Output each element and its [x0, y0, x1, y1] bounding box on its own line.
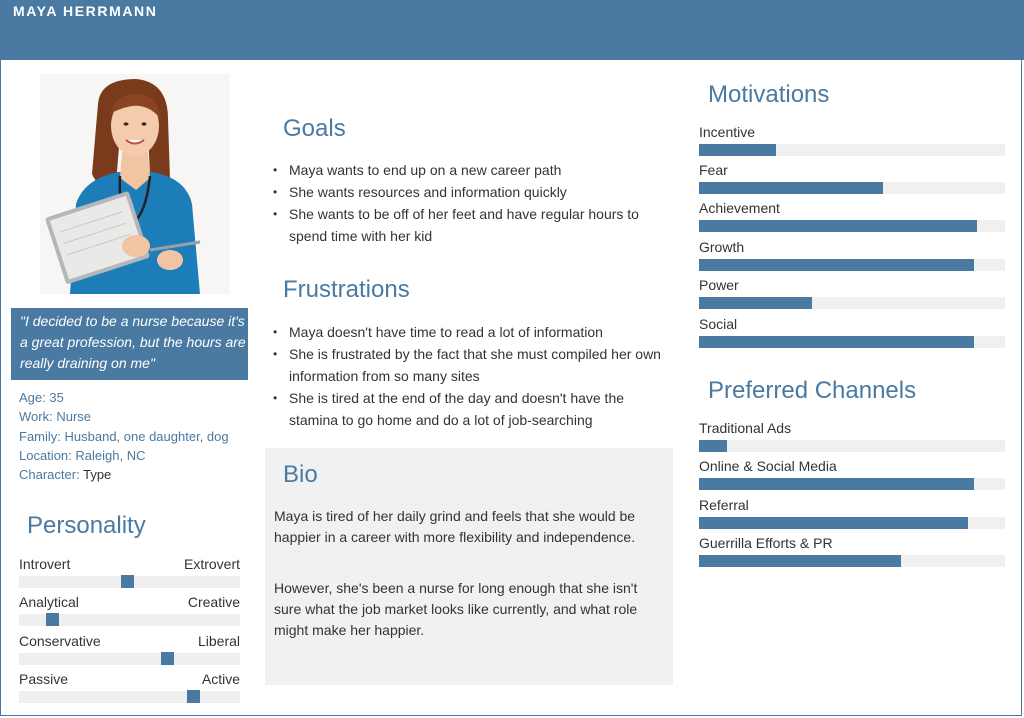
frustrations-list: Maya doesn't have time to read a lot of … [273, 321, 671, 431]
info-value: Nurse [56, 409, 92, 424]
slider-track [19, 614, 240, 626]
bar-fill [699, 336, 975, 348]
bar-track [699, 517, 1005, 529]
goal-item: Maya wants to end up on a new career pat… [273, 159, 673, 181]
bar-label: Traditional Ads [699, 420, 792, 436]
slider-knob [187, 690, 200, 703]
persona-photo [40, 74, 230, 294]
slider-track [19, 653, 240, 665]
slider-right-label: Liberal [197, 633, 240, 649]
bar-track [699, 259, 1005, 271]
bar-track [699, 220, 1005, 232]
info-label: Family: [19, 429, 61, 444]
bar-label: Growth [699, 239, 745, 255]
goal-item: She wants to be off of her feet and have… [273, 203, 673, 247]
bar-label: Incentive [699, 124, 756, 140]
info-value: Husband, one daughter, dog [64, 429, 229, 444]
frustration-item: Maya doesn't have time to read a lot of … [273, 321, 671, 343]
frustrations-title: Frustrations [283, 276, 410, 303]
bar-fill [699, 478, 975, 490]
info-label: Work: [19, 409, 53, 424]
frustration-item: She is frustrated by the fact that she m… [273, 343, 671, 387]
bar-fill [699, 220, 978, 232]
goals-title: Goals [283, 115, 346, 142]
bar-track [699, 478, 1005, 490]
bar-track [699, 144, 1005, 156]
slider-track [19, 691, 240, 703]
bar-track [699, 297, 1005, 309]
bar-label: Online & Social Media [699, 458, 837, 474]
slider-right-label: Creative [187, 594, 240, 610]
bar-fill [699, 182, 883, 194]
bar-track [699, 440, 1005, 452]
bar-fill [699, 144, 776, 156]
slider-left-label: Conservative [19, 633, 101, 649]
bar-fill [699, 555, 901, 567]
info-label: Location: [19, 448, 72, 463]
info-family: Family: Husband, one daughter, dog [19, 429, 229, 444]
bio-title: Bio [283, 461, 318, 488]
bio-paragraph: Maya is tired of her daily grind and fee… [274, 508, 636, 545]
slider-knob [121, 575, 134, 588]
bar-track [699, 336, 1005, 348]
bar-label: Guerrilla Efforts & PR [699, 535, 833, 551]
motivations-title: Motivations [708, 81, 830, 108]
bar-track [699, 182, 1005, 194]
slider-right-label: Active [201, 671, 240, 687]
bar-fill [699, 440, 727, 452]
bar-label: Power [699, 277, 739, 293]
info-value: Type [83, 467, 112, 482]
bar-label: Achievement [699, 200, 780, 216]
info-age: Age: 35 [19, 390, 64, 405]
bar-fill [699, 517, 969, 529]
bar-track [699, 555, 1005, 567]
goals-list: Maya wants to end up on a new career pat… [273, 159, 673, 247]
bar-fill [699, 297, 813, 309]
bio-panel [265, 448, 673, 685]
persona-quote: "I decided to be a nurse because it's a … [11, 308, 248, 380]
slider-left-label: Passive [19, 671, 69, 687]
slider-left-label: Introvert [19, 556, 71, 572]
info-character: Character: Type [19, 467, 111, 482]
frustration-item: She is tired at the end of the day and d… [273, 387, 671, 431]
channels-title: Preferred Channels [708, 377, 917, 404]
info-value: 35 [49, 390, 64, 405]
bar-label: Social [699, 316, 738, 332]
goal-item: She wants resources and information quic… [273, 181, 673, 203]
bar-fill [699, 259, 975, 271]
header-bar: MAYA HERRMANN [0, 0, 1024, 60]
bio-paragraph: However, she's been a nurse for long eno… [274, 580, 638, 638]
slider-right-label: Extrovert [183, 556, 240, 572]
persona-name: MAYA HERRMANN [13, 3, 158, 19]
slider-knob [46, 613, 59, 626]
slider-knob [161, 652, 174, 665]
personality-title: Personality [27, 512, 146, 539]
info-work: Work: Nurse [19, 409, 91, 424]
bar-label: Referral [699, 497, 749, 513]
info-label: Age: [19, 390, 46, 405]
info-value: Raleigh, NC [75, 448, 146, 463]
info-location: Location: Raleigh, NC [19, 448, 145, 463]
slider-left-label: Analytical [19, 594, 79, 610]
bar-label: Fear [699, 162, 728, 178]
info-label: Character: [19, 467, 80, 482]
